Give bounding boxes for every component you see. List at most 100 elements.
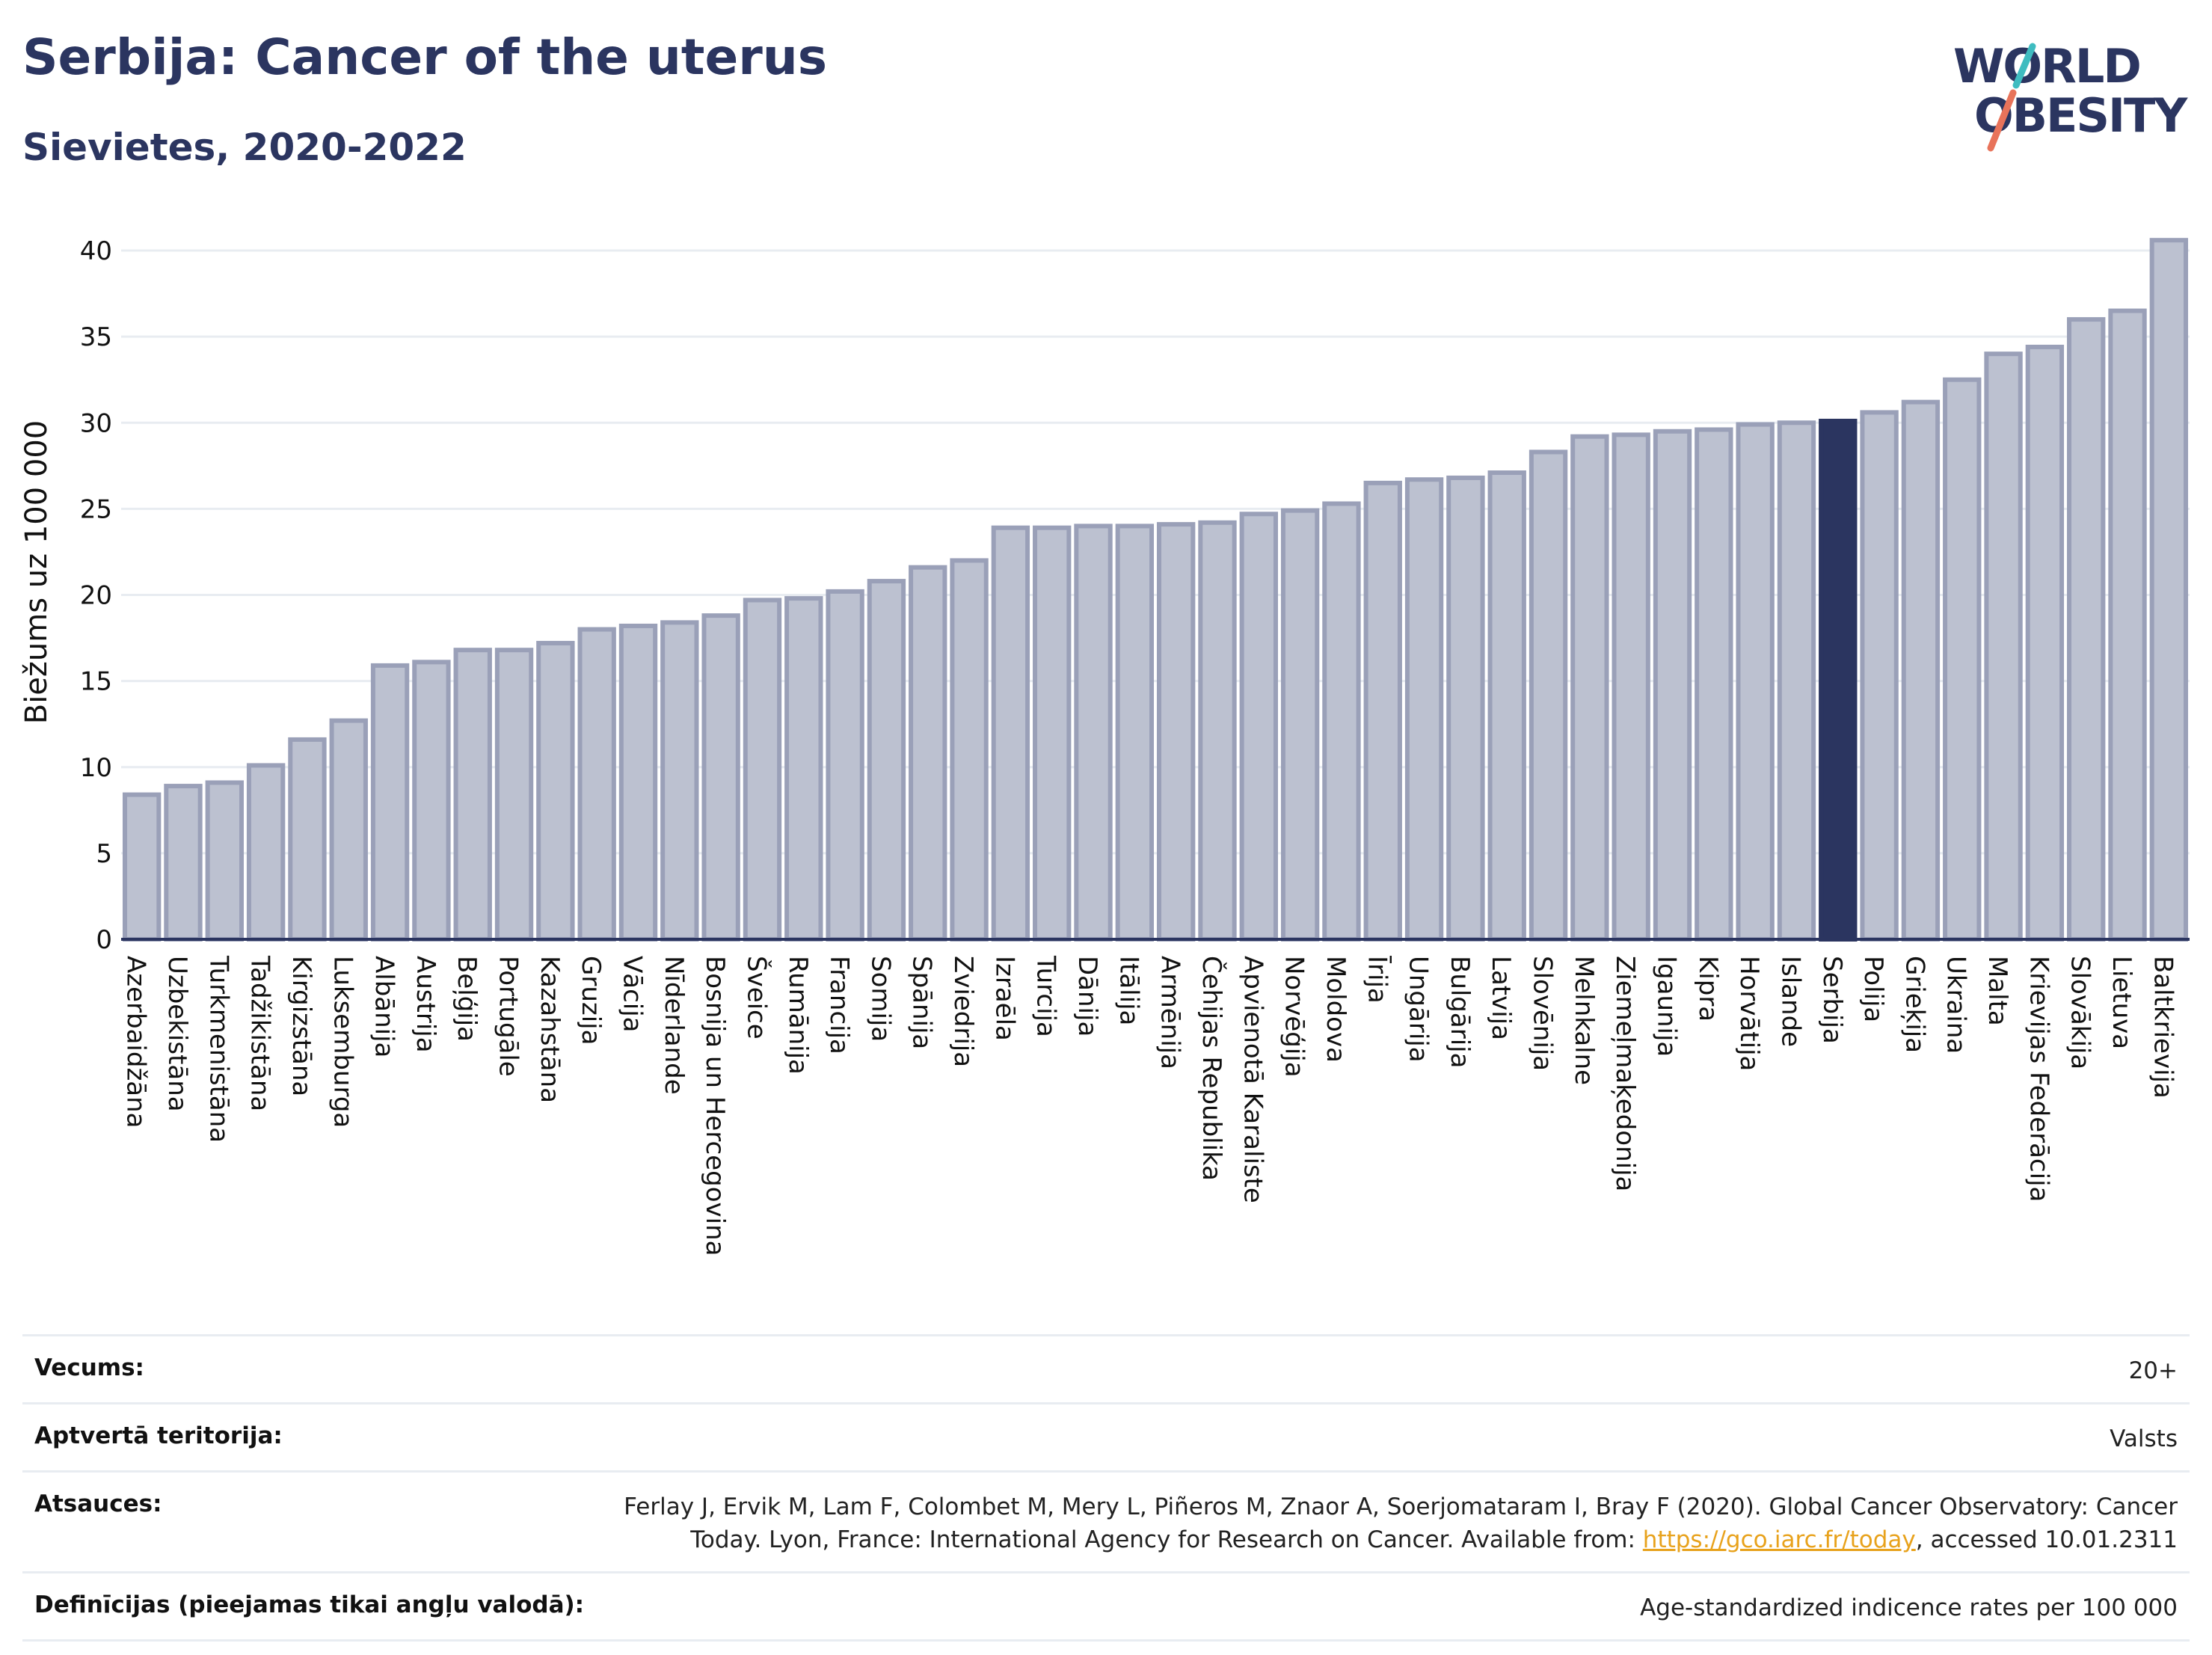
bar-slovēnija bbox=[1529, 449, 1568, 942]
bar-grieķija bbox=[1901, 399, 1941, 942]
reference-link[interactable]: https://gco.iarc.fr/today bbox=[1642, 1526, 1916, 1553]
x-tick-label: Ukraina bbox=[1941, 956, 1971, 1054]
bar-kazahstāna bbox=[536, 640, 575, 942]
chart-title: Serbija: Cancer of the uterus bbox=[22, 28, 828, 86]
x-tick-label: Azerbaidžāna bbox=[121, 956, 151, 1129]
x-tick-label: Krievijas Federācija bbox=[2024, 956, 2053, 1202]
meta-row-territory: Aptvertā teritorija: Valsts bbox=[22, 1402, 2190, 1470]
x-tick-label: Albānija bbox=[369, 956, 399, 1057]
x-tick-label: Latvija bbox=[1486, 956, 1516, 1040]
bar-norvēģija bbox=[1280, 508, 1320, 942]
x-tick-label: Uzbekistāna bbox=[162, 956, 192, 1112]
y-tick-label: 20 bbox=[80, 581, 112, 611]
y-tick-label: 15 bbox=[80, 667, 112, 697]
bar-islande bbox=[1777, 420, 1816, 942]
bar-šveice bbox=[743, 598, 782, 942]
x-tick-label: Armēnija bbox=[1155, 956, 1185, 1069]
bar-itālija bbox=[1115, 523, 1155, 942]
bar-portugāle bbox=[494, 648, 534, 942]
bar-moldova bbox=[1322, 501, 1361, 942]
x-tick-label: Slovēnija bbox=[1528, 956, 1558, 1071]
bar-slovākija bbox=[2067, 317, 2106, 942]
bar-baltkrievija bbox=[2149, 238, 2189, 942]
meta-label: Definīcijas (pieejamas tikai angļu valod… bbox=[34, 1591, 585, 1618]
bar-krievijas-federācija bbox=[2025, 344, 2065, 942]
chart-subtitle: Sievietes, 2020-2022 bbox=[22, 126, 467, 169]
bar-azerbaidžāna bbox=[122, 792, 162, 942]
bar-bosnija-un-hercegovina bbox=[701, 613, 740, 942]
x-tick-label: Serbija bbox=[1817, 956, 1847, 1044]
bar-serbija bbox=[1819, 418, 1858, 942]
x-tick-label: Kipra bbox=[1693, 956, 1723, 1022]
y-tick-label: 10 bbox=[80, 753, 112, 783]
x-tick-label: Īrija bbox=[1362, 956, 1392, 1004]
reference-text-end: , accessed 10.01.2311 bbox=[1915, 1526, 2178, 1553]
x-tick-label: Ziemeļmaķedonija bbox=[1610, 956, 1640, 1191]
bar-kirgizstāna bbox=[288, 737, 327, 942]
x-tick-label: Gruzija bbox=[576, 956, 606, 1045]
bar-turkmenistāna bbox=[205, 780, 244, 942]
x-tick-label: Polija bbox=[1858, 956, 1888, 1022]
x-tick-label: Kazahstāna bbox=[535, 956, 565, 1103]
meta-row-definitions: Definīcijas (pieejamas tikai angļu valod… bbox=[22, 1571, 2190, 1642]
x-tick-label: Francija bbox=[824, 956, 854, 1054]
bar-zviedrija bbox=[950, 558, 989, 942]
meta-value: Age-standardized indicence rates per 100… bbox=[1640, 1594, 2178, 1621]
x-tick-label: Moldova bbox=[1321, 956, 1351, 1063]
bar-rumānija bbox=[784, 596, 823, 942]
y-tick-label: 25 bbox=[80, 494, 112, 524]
bar-īrija bbox=[1363, 480, 1402, 942]
bar-melnkalne bbox=[1570, 434, 1609, 942]
bar-luksemburga bbox=[329, 718, 368, 942]
meta-label: Aptvertā teritorija: bbox=[34, 1422, 283, 1449]
world-obesity-logo: WORLD OBESITY bbox=[1944, 30, 2199, 157]
reference-text: Ferlay J, Ervik M, Lam F, Colombet M, Me… bbox=[624, 1493, 2178, 1553]
y-axis-label: Biežums uz 100 000 bbox=[19, 420, 54, 725]
bar-tadžikistāna bbox=[246, 763, 286, 942]
meta-label: Atsauces: bbox=[34, 1490, 162, 1517]
bar-chart: 0 5 10 15 20 25 30 35 40 Azerbaidžāna Uzbekistāna… bbox=[19, 236, 2190, 1256]
x-tick-label: Portugāle bbox=[494, 956, 523, 1077]
x-tick-label: Beļģija bbox=[452, 956, 482, 1042]
x-tick-label: Turcija bbox=[1031, 955, 1061, 1037]
x-tick-label: Luksemburga bbox=[328, 956, 357, 1128]
bar-beļģija bbox=[453, 648, 492, 942]
meta-row-references: Atsauces: Ferlay J, Ervik M, Lam F, Colo… bbox=[22, 1470, 2190, 1571]
x-tick-label: Austrija bbox=[411, 956, 440, 1053]
bar-albānija bbox=[370, 663, 410, 942]
x-tick-label: Somija bbox=[865, 956, 895, 1042]
bar-gruzija bbox=[577, 627, 616, 942]
x-axis-labels: Azerbaidžāna Uzbekistāna Turkmenistāna Tadž… bbox=[121, 955, 2178, 1256]
bar-malta bbox=[1984, 351, 2023, 942]
bar-polija bbox=[1860, 410, 1899, 942]
bar-ukraina bbox=[1943, 377, 1982, 942]
x-tick-label: Šveice bbox=[741, 956, 772, 1040]
x-tick-label: Igaunija bbox=[1652, 956, 1682, 1057]
x-tick-label: Islande bbox=[1775, 956, 1805, 1047]
x-tick-label: Dānija bbox=[1072, 956, 1102, 1037]
y-tick-label: 40 bbox=[80, 236, 112, 266]
x-tick-label: Čehijas Republika bbox=[1196, 956, 1227, 1181]
x-tick-label: Bosnija un Hercegovina bbox=[700, 956, 730, 1256]
x-tick-label: Apvienotā Karaliste bbox=[1238, 956, 1268, 1203]
bar-turcija bbox=[1033, 525, 1072, 942]
bar-bulgārija bbox=[1446, 475, 1485, 942]
bar-francija bbox=[826, 589, 864, 942]
meta-value: 20+ bbox=[2128, 1357, 2178, 1384]
x-tick-label: Turkmenistāna bbox=[203, 955, 233, 1143]
y-tick-label: 30 bbox=[80, 408, 112, 438]
x-tick-label: Norvēģija bbox=[1279, 956, 1309, 1078]
x-tick-label: Melnkalne bbox=[1569, 956, 1599, 1085]
meta-row-age: Vecums: 20+ bbox=[22, 1334, 2190, 1402]
metadata-table: Vecums: 20+ Aptvertā teritorija: Valsts … bbox=[22, 1334, 2190, 1642]
bar-apvienotā-karaliste bbox=[1239, 512, 1278, 942]
y-tick-label: 5 bbox=[96, 839, 112, 869]
bar-lietuva bbox=[2108, 308, 2147, 942]
bars bbox=[122, 238, 2189, 942]
x-tick-label: Itālija bbox=[1113, 956, 1143, 1025]
x-tick-label: Tadžikistāna bbox=[245, 955, 275, 1111]
logo-slash-icon bbox=[1987, 43, 2036, 152]
x-tick-label: Slovākija bbox=[2065, 956, 2095, 1069]
x-tick-label: Spānija bbox=[907, 956, 937, 1049]
bar-uzbekistāna bbox=[164, 784, 203, 942]
